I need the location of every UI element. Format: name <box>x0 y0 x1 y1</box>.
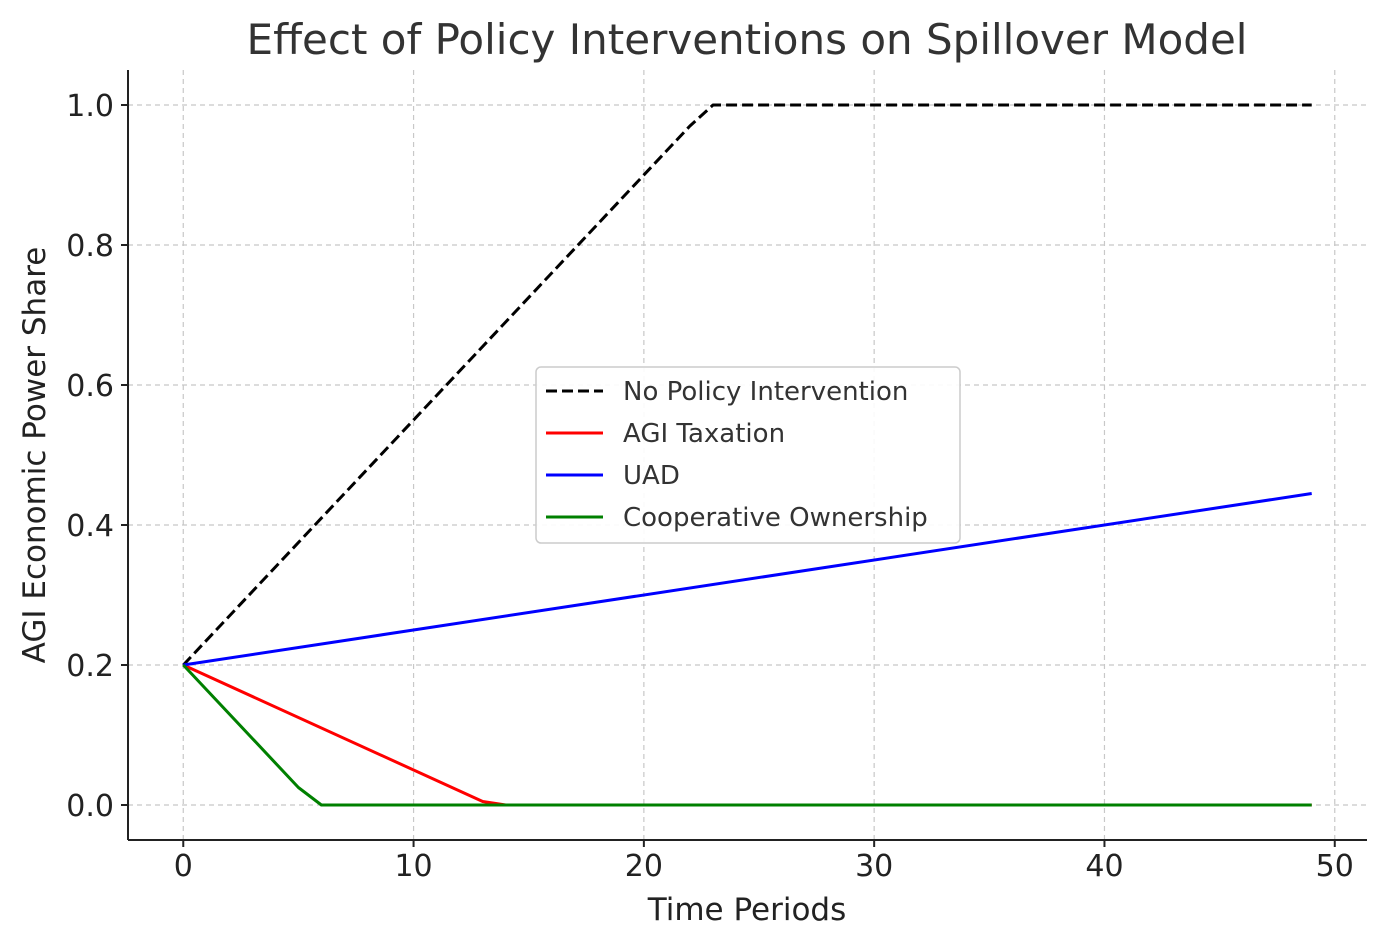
legend: No Policy Intervention AGI Taxation UAD Coo… <box>535 366 961 544</box>
y-tick-label: 0.0 <box>66 789 114 824</box>
grid <box>128 70 1367 840</box>
series-line-cooperative-ownership <box>182 663 1312 807</box>
legend-label-no-policy-intervention: No Policy Intervention <box>623 377 908 407</box>
ticks: 0 10 20 30 40 50 0.0 0.2 0.4 0.6 0.8 1.0 <box>66 89 1354 884</box>
series-line-uad <box>183 492 1312 667</box>
legend-label-agi-taxation: AGI Taxation <box>623 419 785 449</box>
x-tick-label: 10 <box>394 849 432 884</box>
legend-label-cooperative-ownership: Cooperative Ownership <box>623 503 928 533</box>
x-tick-label: 0 <box>174 849 193 884</box>
chart-title: Effect of Policy Interventions on Spillo… <box>247 15 1248 64</box>
x-tick-label: 50 <box>1316 849 1354 884</box>
y-tick-label: 0.6 <box>66 369 114 404</box>
legend-box <box>535 366 961 544</box>
axes <box>127 70 1367 841</box>
x-tick-label: 30 <box>855 849 893 884</box>
legend-label-uad: UAD <box>623 461 680 491</box>
series-line-no-policy-intervention <box>182 103 1312 667</box>
x-axis-label: Time Periods <box>647 892 847 928</box>
series-line-agi-taxation <box>182 663 1312 807</box>
y-tick-label: 0.4 <box>66 509 114 544</box>
y-tick-label: 0.8 <box>66 229 114 264</box>
x-tick-label: 40 <box>1085 849 1123 884</box>
y-tick-label: 0.2 <box>66 649 114 684</box>
x-tick-label: 20 <box>625 849 663 884</box>
y-axis-label: AGI Economic Power Share <box>17 247 53 664</box>
series-lines <box>182 103 1312 807</box>
y-tick-label: 1.0 <box>66 89 114 124</box>
